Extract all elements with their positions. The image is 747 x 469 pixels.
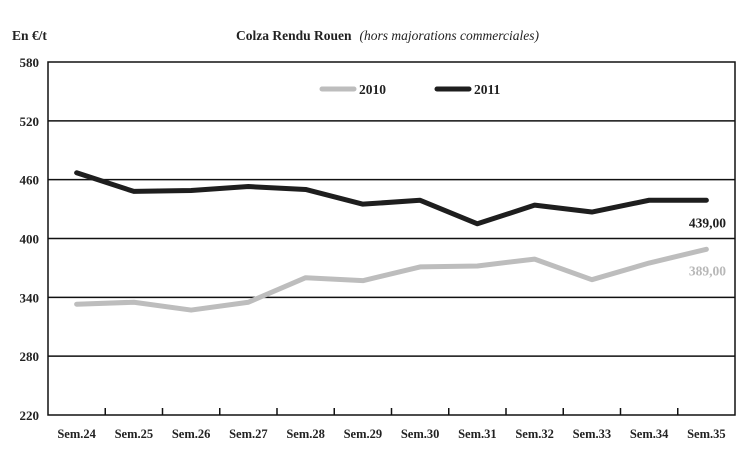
- chart-title-main: Colza Rendu Rouen: [236, 28, 352, 43]
- legend-item-2010: 2010: [319, 82, 386, 97]
- x-tick-label: Sem.31: [458, 427, 497, 441]
- x-tick-label: Sem.29: [344, 427, 383, 441]
- grid-lines: [48, 120, 735, 357]
- y-tick-label: 580: [20, 55, 40, 70]
- y-tick-label: 400: [20, 232, 40, 247]
- x-tick-label: Sem.28: [286, 427, 325, 441]
- series-line-2011: [74, 170, 709, 227]
- legend-label: 2010: [359, 82, 386, 97]
- end-labels: 389,00 439,00: [689, 215, 726, 278]
- series-line-2010: [74, 246, 709, 313]
- end-value-label-2010: 389,00: [689, 263, 726, 278]
- legend: 2010 2011: [319, 82, 501, 97]
- chart-title: Colza Rendu Rouen (hors majorations comme…: [236, 28, 540, 43]
- y-tick-label: 340: [20, 290, 40, 305]
- legend-label: 2011: [474, 82, 501, 97]
- y-axis-unit-label: En €/t: [12, 28, 47, 43]
- end-value-label-2011: 439,00: [689, 215, 726, 230]
- x-tick-label: Sem.32: [515, 427, 554, 441]
- y-tick-label: 280: [20, 349, 40, 364]
- x-tick-labels: Sem.24 Sem.25 Sem.26 Sem.27 Sem.28 Sem.29 Sem.…: [57, 408, 726, 441]
- plot-frame: [47, 61, 736, 416]
- x-tick-label: Sem.35: [687, 427, 726, 441]
- y-tick-label: 520: [20, 114, 40, 129]
- x-tick-label: Sem.25: [115, 427, 154, 441]
- x-tick-label: Sem.27: [229, 427, 268, 441]
- x-tick-label: Sem.34: [630, 427, 669, 441]
- chart-subtitle: (hors majorations commerciales): [360, 28, 540, 43]
- y-tick-labels: 220 280 340 400 460 520 580: [20, 55, 40, 423]
- y-tick-label: 220: [20, 408, 40, 423]
- x-tick-label: Sem.24: [57, 427, 96, 441]
- x-tick-label: Sem.33: [573, 427, 612, 441]
- legend-item-2011: 2011: [434, 82, 501, 97]
- y-tick-label: 460: [20, 173, 40, 188]
- x-tick-label: Sem.30: [401, 427, 440, 441]
- series-lines: [74, 170, 709, 313]
- x-tick-label: Sem.26: [172, 427, 211, 441]
